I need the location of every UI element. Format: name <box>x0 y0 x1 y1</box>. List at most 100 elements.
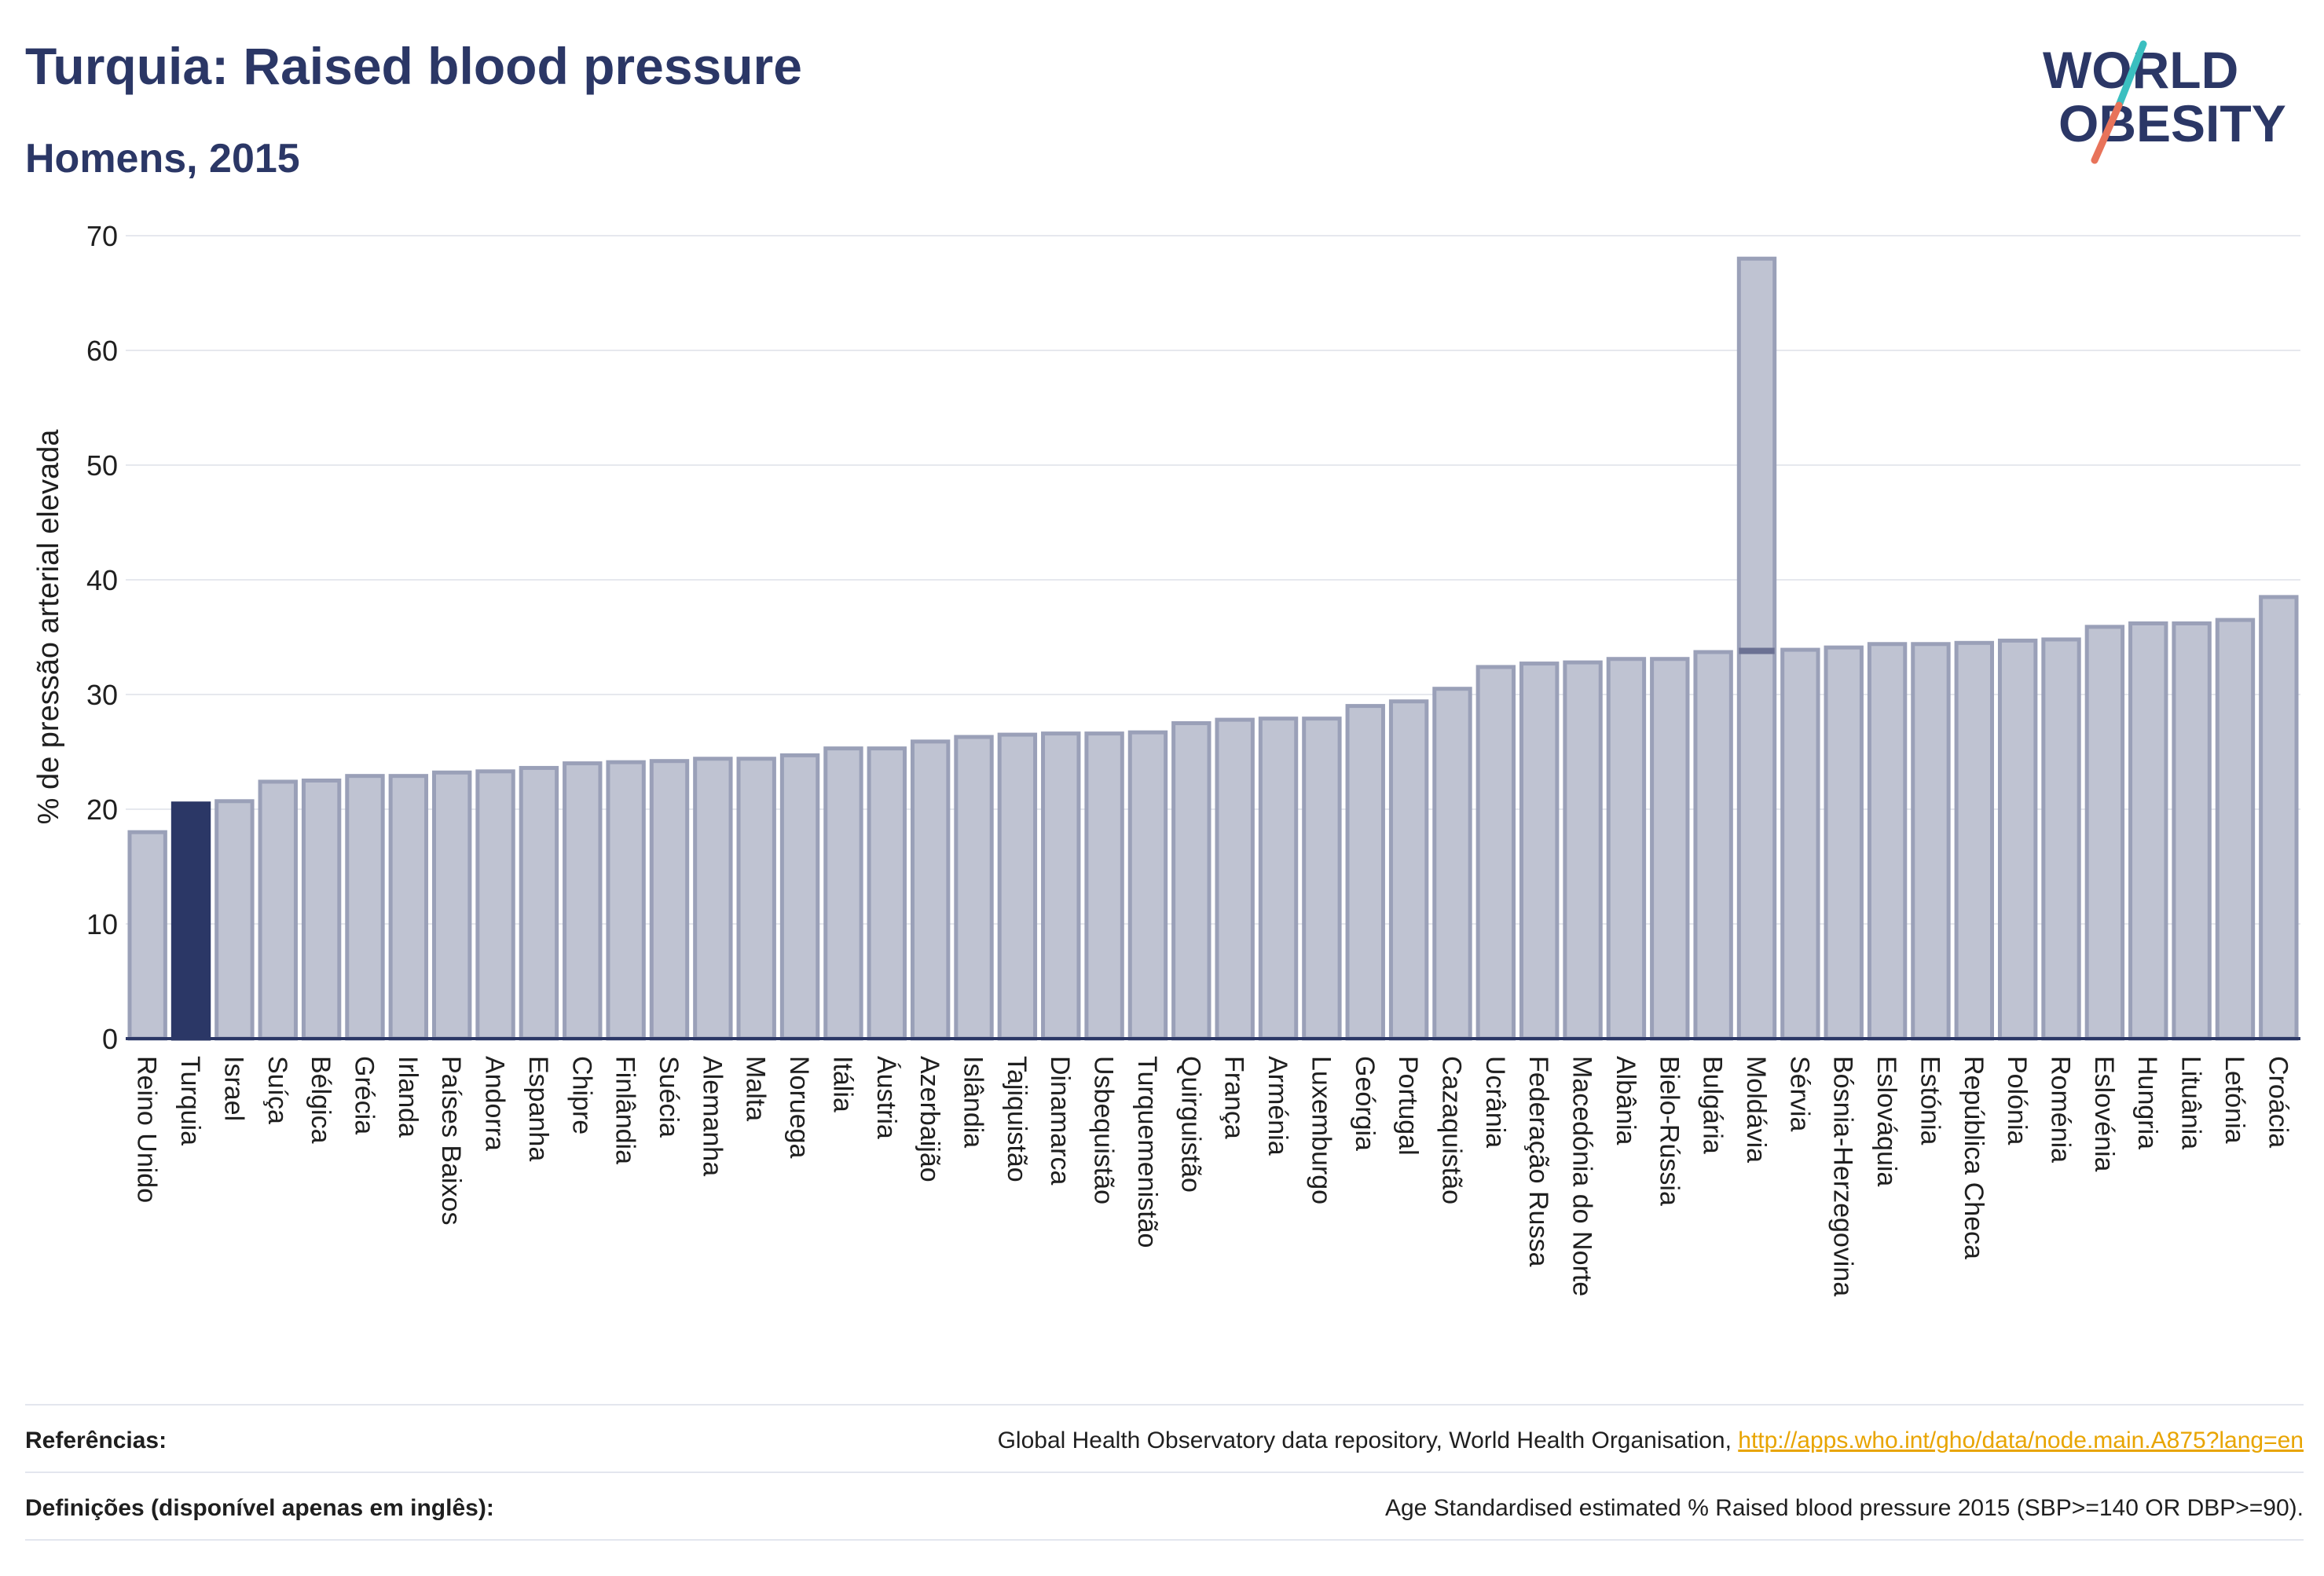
logo-slash-teal <box>2115 40 2147 109</box>
bar-25 <box>1215 717 1255 1041</box>
bar-21 <box>1041 731 1081 1041</box>
x-tick-label: Suécia <box>654 1056 684 1138</box>
footer-divider-top <box>25 1404 2304 1406</box>
x-tick-label: Alemanha <box>697 1056 727 1176</box>
bar-47 <box>2172 621 2212 1041</box>
x-tick-label: Irlanda <box>393 1056 423 1138</box>
chart-subtitle: Homens, 2015 <box>25 136 300 181</box>
bar-23 <box>1127 730 1168 1041</box>
x-tick-label: Eslovénia <box>2089 1056 2119 1172</box>
bar-chart: 0 10 20 30 40 50 60 70 Reino Unido Turquia Israel S… <box>32 220 2300 1296</box>
definitions-row: Definições (disponível apenas em inglês)… <box>25 1476 2304 1541</box>
bar-30 <box>1432 687 1472 1041</box>
x-tick-label: Áustria <box>871 1056 901 1139</box>
x-tick-label: Federação Russa <box>1523 1056 1553 1266</box>
bar-38 <box>1780 647 1820 1041</box>
definitions-label: Definições (disponível apenas em inglês)… <box>25 1495 494 1521</box>
bar-6 <box>388 774 429 1041</box>
x-tick-label: Suíça <box>262 1056 292 1124</box>
bar-32 <box>1519 662 1560 1041</box>
bar-19 <box>954 735 994 1041</box>
bar-49 <box>2259 595 2299 1041</box>
x-tick-label: Geórgia <box>1350 1056 1380 1151</box>
bar-36 <box>1693 650 1733 1041</box>
bar-34 <box>1606 657 1647 1041</box>
x-tick-label: Albânia <box>1611 1056 1640 1145</box>
x-tick-label: Bulgária <box>1698 1056 1728 1154</box>
x-tick-label: Estónia <box>1915 1056 1945 1145</box>
y-axis-label: % de pressão arterial elevada <box>32 429 65 825</box>
x-tick-label: Azerbaijão <box>915 1056 944 1182</box>
x-tick-label: Noruega <box>784 1056 814 1159</box>
footer-divider-middle <box>25 1472 2304 1473</box>
bar-39 <box>1824 645 1864 1041</box>
bar-40 <box>1867 642 1908 1041</box>
bar-27 <box>1302 717 1342 1041</box>
bar-35 <box>1650 657 1690 1041</box>
bar-7 <box>432 770 472 1041</box>
y-tick-label: 50 <box>86 449 118 482</box>
x-tick-label: Bielo-Rússia <box>1654 1056 1684 1206</box>
bar-24 <box>1171 721 1211 1041</box>
references-label: Referências: <box>25 1428 167 1453</box>
x-tick-label: Sérvia <box>1784 1056 1814 1131</box>
bar-43 <box>1997 638 2038 1041</box>
bar-10 <box>563 761 603 1041</box>
bar-46 <box>2128 621 2168 1041</box>
logo-text-line2: OBESITY <box>2058 94 2286 152</box>
bar-20 <box>997 732 1038 1041</box>
x-tick-label: Turquia <box>175 1056 205 1145</box>
references-link[interactable]: http://apps.who.int/gho/data/node.main.A… <box>1738 1428 2304 1453</box>
bar-42 <box>1954 640 1994 1041</box>
world-obesity-logo: WORLD OBESITY <box>2043 40 2286 164</box>
logo-slash-coral <box>2091 101 2123 164</box>
bar-28 <box>1345 704 1385 1041</box>
bar-26 <box>1258 717 1299 1041</box>
y-tick-label: 10 <box>86 908 118 940</box>
bar-12 <box>649 759 690 1041</box>
x-tick-label: Arménia <box>1263 1056 1292 1156</box>
y-tick-label: 30 <box>86 679 118 711</box>
x-tick-label: Islândia <box>959 1056 988 1148</box>
x-tick-label: Moldávia <box>1741 1056 1771 1163</box>
x-tick-label: Cazaquistão <box>1436 1056 1466 1204</box>
x-tick-label: Espanha <box>523 1056 553 1161</box>
x-tick-label: Ucrânia <box>1480 1056 1510 1148</box>
y-tick-label: 60 <box>86 335 118 367</box>
bar-4 <box>301 779 342 1041</box>
x-tick-label: Portugal <box>1393 1056 1423 1156</box>
bar-33 <box>1563 660 1603 1041</box>
x-tick-label: Tajiquistão <box>1002 1056 1032 1182</box>
bar-48 <box>2215 618 2256 1041</box>
bar-0 <box>127 830 167 1041</box>
bar-45 <box>2084 625 2125 1041</box>
bar-31 <box>1475 665 1516 1041</box>
x-tick-label: Bósnia-Herzegovina <box>1828 1056 1858 1296</box>
definitions-text: Age Standardised estimated % Raised bloo… <box>1384 1495 2304 1521</box>
chart-title: Turquia: Raised blood pressure <box>25 37 802 95</box>
x-tick-label: Polónia <box>2002 1056 2032 1145</box>
x-tick-label: Croácia <box>2263 1056 2293 1148</box>
x-tick-label: Luxemburgo <box>1306 1056 1336 1204</box>
x-tick-label: Países Baixos <box>436 1056 466 1225</box>
x-tick-label: Roménia <box>2046 1056 2076 1163</box>
bar-3 <box>258 779 298 1041</box>
references-content: Global Health Observatory data repositor… <box>998 1428 2304 1454</box>
bar-9 <box>519 765 559 1041</box>
x-tick-label: França <box>1219 1056 1249 1139</box>
bars-layer <box>127 256 2299 1041</box>
x-tick-label: Lituânia <box>2176 1056 2206 1149</box>
bar-22 <box>1084 731 1124 1041</box>
y-tick-label: 40 <box>86 564 118 596</box>
bar-11 <box>606 760 646 1041</box>
x-tick-label: Turquemenistão <box>1132 1056 1162 1248</box>
x-tick-label: Hungria <box>2132 1056 2162 1149</box>
bar-41 <box>1911 642 1951 1041</box>
axis-layer: 0 10 20 30 40 50 60 70 Reino Unido Turquia Israel S… <box>86 220 2300 1296</box>
x-tick-label: Letónia <box>2220 1056 2249 1144</box>
x-tick-label: Reino Unido <box>132 1056 162 1203</box>
bar-8 <box>475 769 515 1041</box>
bar-2 <box>214 799 255 1041</box>
x-tick-label: Malta <box>741 1056 771 1121</box>
bar-44 <box>2041 637 2081 1041</box>
